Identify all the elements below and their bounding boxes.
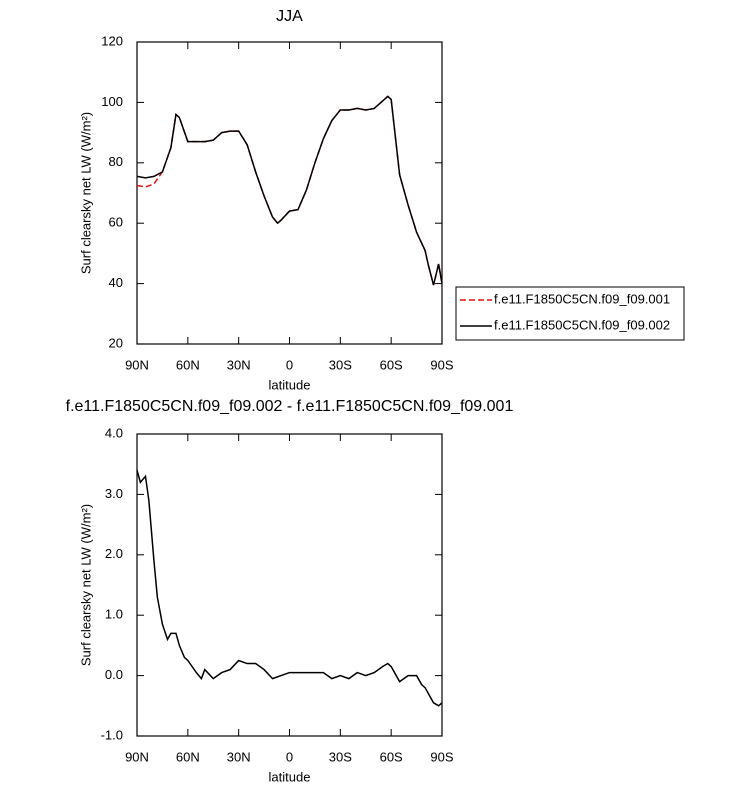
x-tick-label: 90N xyxy=(125,749,149,764)
data-line xyxy=(136,95,443,286)
y-tick-label: 3.0 xyxy=(105,486,123,501)
y-tick-label: 80 xyxy=(109,154,123,169)
chart-title: f.e11.F1850C5CN.f09_f09.002 - f.e11.F185… xyxy=(66,398,514,415)
legend-label: f.e11.F1850C5CN.f09_f09.001 xyxy=(494,291,670,306)
x-axis-label: latitude xyxy=(269,769,311,784)
x-axis-label: latitude xyxy=(269,377,311,392)
x-tick-label: 30N xyxy=(227,749,251,764)
y-tick-label: 2.0 xyxy=(105,546,123,561)
x-tick-label: 90S xyxy=(430,749,453,764)
y-tick-label: 120 xyxy=(101,33,123,48)
y-tick-label: 1.0 xyxy=(105,607,123,622)
x-tick-label: 60N xyxy=(176,749,200,764)
y-axis-label: Surf clearsky net LW (W/m²) xyxy=(78,504,93,666)
y-axis-label: Surf clearsky net LW (W/m²) xyxy=(78,112,93,274)
y-tick-label: 4.0 xyxy=(105,425,123,440)
legend-box xyxy=(455,286,685,341)
data-line xyxy=(136,95,443,286)
x-tick-label: 30N xyxy=(227,357,251,372)
x-tick-label: 90S xyxy=(430,357,453,372)
x-tick-label: 0 xyxy=(286,357,293,372)
x-tick-label: 60N xyxy=(176,357,200,372)
x-tick-label: 90N xyxy=(125,357,149,372)
plot-frame xyxy=(136,41,443,345)
chart-title: JJA xyxy=(276,8,303,25)
legend-label: f.e11.F1850C5CN.f09_f09.002 xyxy=(494,317,670,332)
x-tick-label: 60S xyxy=(380,357,403,372)
x-tick-label: 30S xyxy=(329,357,352,372)
y-tick-label: 20 xyxy=(109,335,123,350)
y-tick-label: 100 xyxy=(101,94,123,109)
y-tick-label: 40 xyxy=(109,275,123,290)
plot-frame xyxy=(136,433,443,737)
y-tick-label: -1.0 xyxy=(101,727,123,742)
data-line xyxy=(136,470,443,707)
x-tick-label: 60S xyxy=(380,749,403,764)
y-tick-label: 0.0 xyxy=(105,667,123,682)
x-tick-label: 30S xyxy=(329,749,352,764)
x-tick-label: 0 xyxy=(286,749,293,764)
y-tick-label: 60 xyxy=(109,215,123,230)
